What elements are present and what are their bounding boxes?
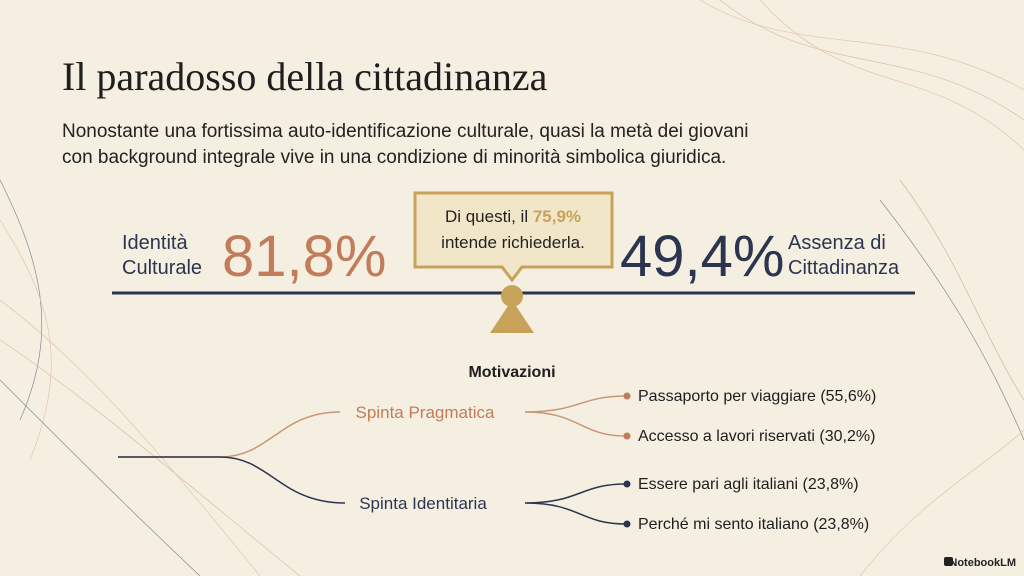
callout-highlight: 75,9% bbox=[533, 207, 581, 226]
right-value: 49,4% bbox=[620, 224, 784, 289]
leaf-dot bbox=[623, 392, 631, 400]
branch-label: Spinta Pragmatica bbox=[356, 403, 495, 422]
branch-link bbox=[118, 411, 341, 458]
branch-label: Spinta Identitaria bbox=[359, 494, 487, 513]
fulcrum bbox=[490, 300, 534, 333]
left-label: Culturale bbox=[122, 257, 202, 279]
brand: NotebookLM bbox=[949, 557, 1016, 569]
fulcrum-joint bbox=[501, 285, 523, 307]
tree bbox=[118, 395, 627, 525]
leaf-label: Perché mi sento italiano (23,8%) bbox=[638, 516, 869, 533]
leaf-link bbox=[524, 483, 627, 525]
left-label: Identità bbox=[122, 232, 188, 254]
leaf-link bbox=[524, 395, 627, 437]
subtitle-line: con background integrale vive in una con… bbox=[62, 147, 726, 168]
right-label: Assenza di bbox=[788, 232, 886, 254]
callout-text: Di questi, il bbox=[445, 207, 528, 226]
left-value: 81,8% bbox=[222, 224, 386, 289]
leaf-dot bbox=[623, 432, 631, 440]
subtitle-line: Nonostante una fortissima auto-identific… bbox=[62, 121, 749, 142]
title: Il paradosso della cittadinanza bbox=[62, 54, 548, 99]
motivations-heading: Motivazioni bbox=[468, 364, 555, 381]
callout-box bbox=[413, 191, 614, 283]
leaf-label: Essere pari agli italiani (23,8%) bbox=[638, 476, 859, 493]
leaf-label: Accesso a lavori riservati (30,2%) bbox=[638, 428, 875, 445]
brand-icon bbox=[944, 557, 953, 566]
leaf-dot bbox=[623, 520, 631, 528]
branch-link bbox=[118, 456, 346, 504]
right-label: Cittadinanza bbox=[788, 257, 900, 279]
callout-line: Di questi, il 75,9% bbox=[445, 207, 581, 226]
leaf-dot bbox=[623, 480, 631, 488]
leaf-label: Passaporto per viaggiare (55,6%) bbox=[638, 388, 876, 405]
callout-text: intende richiederla. bbox=[441, 233, 585, 252]
